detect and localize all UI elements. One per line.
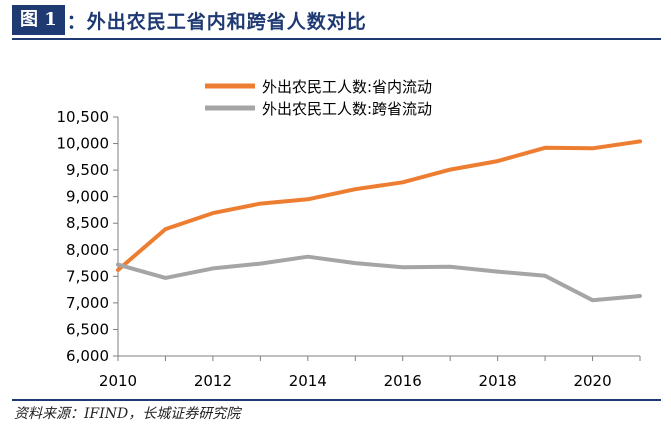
source-rule (12, 399, 661, 401)
y-tick-label: 7,500 (66, 267, 109, 285)
y-tick-label: 9,500 (66, 161, 109, 179)
x-tick-label: 2010 (99, 372, 137, 390)
source-note: 资料来源：IFIND，长城证券研究院 (14, 406, 241, 422)
legend-label-2: 外出农民工人数:跨省流动 (262, 100, 432, 118)
x-tick-label: 2016 (384, 372, 422, 390)
y-tick-label: 7,000 (66, 294, 109, 312)
legend-label-1: 外出农民工人数:省内流动 (262, 78, 432, 96)
title-rule (12, 38, 661, 40)
y-tick-label: 10,500 (57, 108, 110, 126)
x-tick-label: 2012 (194, 372, 232, 390)
series-line-2 (116, 254, 642, 303)
y-tick-label: 10,000 (57, 135, 110, 153)
y-tick-label: 6,500 (66, 320, 109, 338)
x-tick-label: 2014 (289, 372, 327, 390)
y-tick-label: 8,000 (66, 241, 109, 259)
x-tick-label: 2020 (573, 372, 611, 390)
x-tick-label: 2018 (479, 372, 517, 390)
figure-header: 图 1 ：外出农民工省内和跨省人数对比 (12, 4, 367, 36)
y-tick-label: 8,500 (66, 214, 109, 232)
figure-label: 图 1 (12, 5, 65, 35)
figure-title: ：外出农民工省内和跨省人数对比 (66, 10, 367, 33)
series-line-1 (116, 139, 642, 272)
y-tick-label: 9,000 (66, 188, 109, 206)
y-tick-label: 6,000 (66, 347, 109, 365)
